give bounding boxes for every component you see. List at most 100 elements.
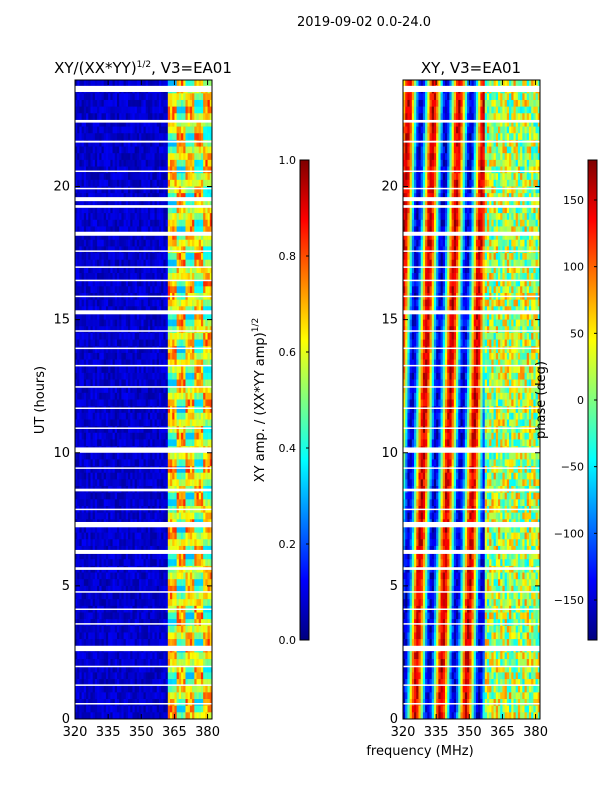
- heatmap-cell: [187, 226, 191, 234]
- heatmap-cell: [83, 585, 87, 593]
- heatmap-cell: [119, 113, 122, 121]
- heatmap-cell: [209, 532, 212, 540]
- heatmap-cell: [174, 539, 177, 547]
- heatmap-cell: [165, 259, 169, 267]
- heatmap-cell: [161, 559, 164, 567]
- heatmap-cell: [187, 572, 191, 580]
- heatmap-cell: [141, 466, 144, 474]
- heatmap-cell: [86, 119, 89, 127]
- heatmap-cell: [174, 332, 177, 340]
- heatmap-cell: [86, 552, 89, 560]
- heatmap-cell: [103, 512, 107, 520]
- heatmap-cell: [152, 286, 155, 294]
- heatmap-cell: [81, 319, 85, 327]
- heatmap-cell: [83, 406, 87, 414]
- heatmap-cell: [97, 99, 100, 107]
- heatmap-cell: [167, 492, 171, 500]
- heatmap-cell: [178, 213, 182, 221]
- heatmap-cell: [99, 432, 102, 440]
- heatmap-cell: [145, 206, 149, 214]
- heatmap-cell: [176, 146, 180, 154]
- heatmap-cell: [170, 133, 173, 141]
- heatmap-cell: [121, 352, 124, 360]
- heatmap-cell: [158, 166, 162, 174]
- heatmap-cell: [185, 599, 188, 607]
- heatmap-cell: [132, 153, 135, 161]
- heatmap-cell: [119, 279, 122, 287]
- heatmap-cell: [123, 266, 127, 274]
- heatmap-cell: [185, 572, 188, 580]
- heatmap-cell: [141, 579, 144, 587]
- heatmap-cell: [101, 193, 105, 201]
- heatmap-cell: [176, 539, 180, 547]
- heatmap-cell: [181, 326, 184, 334]
- heatmap-cell: [83, 113, 87, 121]
- heatmap-cell: [196, 186, 200, 194]
- heatmap-cell: [185, 359, 188, 367]
- heatmap-cell: [147, 319, 151, 327]
- heatmap-cell: [81, 106, 85, 114]
- heatmap-cell: [136, 326, 140, 334]
- heatmap-cell: [198, 186, 202, 194]
- heatmap-cell: [101, 332, 105, 340]
- heatmap-cell: [92, 579, 96, 587]
- heatmap-cell: [90, 253, 93, 261]
- heatmap-cell: [174, 299, 177, 307]
- heatmap-cell: [158, 299, 162, 307]
- heatmap-cell: [75, 332, 78, 340]
- heatmap-cell: [112, 512, 116, 520]
- heatmap-cell: [108, 539, 111, 547]
- heatmap-cell: [125, 512, 129, 520]
- heatmap-cell: [198, 133, 202, 141]
- heatmap-cell: [123, 399, 127, 407]
- heatmap-cell: [152, 412, 155, 420]
- heatmap-cell: [77, 146, 80, 154]
- heatmap-cell: [86, 139, 89, 147]
- heatmap-cell: [83, 459, 87, 467]
- heatmap-cell: [108, 499, 111, 507]
- heatmap-cell: [79, 452, 82, 460]
- heatmap-cell: [110, 173, 113, 181]
- heatmap-cell: [116, 392, 120, 400]
- heatmap-cell: [119, 359, 122, 367]
- heatmap-cell: [185, 133, 188, 141]
- heatmap-cell: [143, 466, 147, 474]
- heatmap-cell: [108, 226, 111, 234]
- heatmap-cell: [88, 386, 91, 394]
- heatmap-cell: [158, 80, 162, 87]
- heatmap-cell: [194, 499, 197, 507]
- heatmap-cell: [121, 585, 124, 593]
- heatmap-cell: [156, 379, 160, 387]
- heatmap-cell: [90, 80, 93, 87]
- heatmap-cell: [88, 126, 91, 134]
- heatmap-cell: [172, 412, 175, 420]
- heatmap-cell: [77, 412, 80, 420]
- heatmap-cell: [207, 113, 211, 121]
- heatmap-cell: [165, 459, 169, 467]
- heatmap-cell: [145, 359, 149, 367]
- heatmap-cell: [97, 93, 100, 101]
- heatmap-cell: [88, 332, 91, 340]
- heatmap-cell: [94, 499, 98, 507]
- heatmap-cell: [203, 406, 206, 414]
- heatmap-cell: [205, 226, 208, 234]
- heatmap-cell: [194, 472, 197, 480]
- heatmap-cell: [105, 226, 109, 234]
- heatmap-cell: [121, 379, 124, 387]
- heatmap-cell: [145, 239, 149, 247]
- heatmap-cell: [132, 266, 135, 274]
- heatmap-cell: [192, 592, 195, 600]
- heatmap-cell: [88, 173, 91, 181]
- heatmap-cell: [150, 539, 153, 547]
- heatmap-cell: [154, 399, 158, 407]
- heatmap-cell: [147, 279, 151, 287]
- heatmap-cell: [176, 572, 180, 580]
- heatmap-cell: [161, 159, 164, 167]
- heatmap-cell: [123, 219, 127, 227]
- heatmap-cell: [83, 532, 87, 540]
- heatmap-cell: [161, 372, 164, 380]
- heatmap-cell: [75, 472, 78, 480]
- heatmap-cell: [167, 545, 171, 553]
- heatmap-cell: [205, 399, 208, 407]
- heatmap-cell: [147, 579, 151, 587]
